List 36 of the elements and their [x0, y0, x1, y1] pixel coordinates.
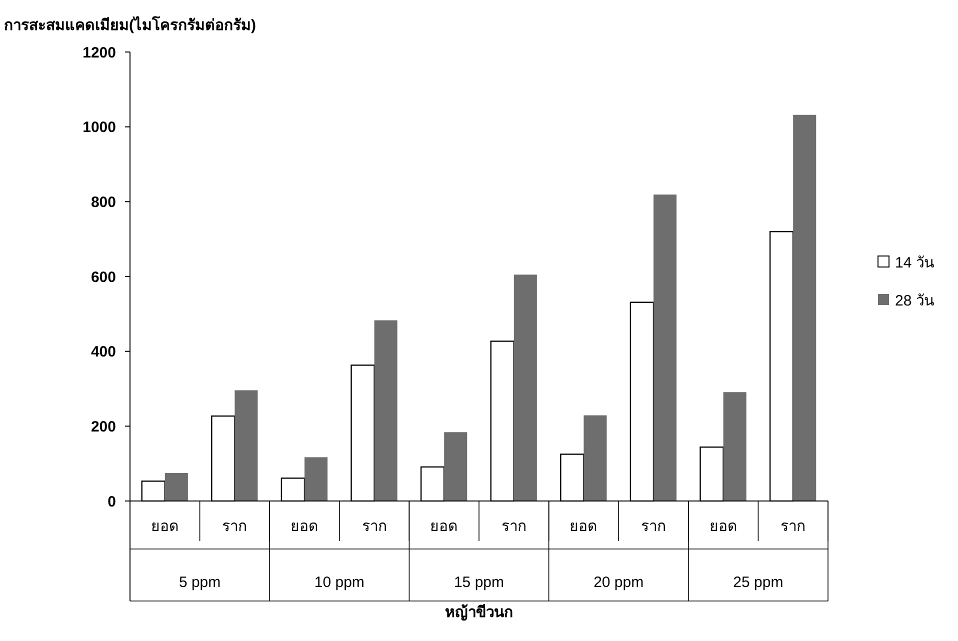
- x-tick-label: ยอด: [290, 518, 318, 535]
- x-tick-label: ราก: [362, 518, 387, 535]
- bar: [723, 392, 746, 501]
- text: 5 ppm: [178, 574, 221, 591]
- x-tick-label: ราก: [501, 518, 526, 535]
- bar: [234, 390, 258, 501]
- y-tick-label: 400: [90, 344, 116, 361]
- y-tick-label: 600: [90, 268, 116, 286]
- x-axis-title: หญ้าขีวนก: [445, 604, 513, 621]
- bar: [584, 415, 607, 501]
- text: 25 ppm: [733, 574, 784, 591]
- bar: [304, 457, 328, 501]
- bar: [444, 432, 468, 501]
- legend-label: 28 วัน: [895, 292, 934, 310]
- bar: [374, 320, 398, 501]
- y-axis-title: การสะสมแคดเมียม(ไมโครกรัมต่อกรัม): [4, 15, 256, 34]
- bar: [514, 274, 537, 501]
- y-tick-label: 1200: [82, 44, 116, 62]
- y-tick-label: 0: [108, 493, 116, 510]
- bar: [164, 472, 188, 501]
- text: 15 ppm: [454, 574, 504, 591]
- x-tick-label: ยอด: [570, 518, 598, 535]
- y-tick-label: 1000: [82, 119, 116, 136]
- text: 20 ppm: [594, 574, 644, 591]
- x-tick-label: ยอด: [709, 518, 738, 535]
- x-tick-label: ยอด: [150, 518, 179, 535]
- x-tick-label: ราก: [222, 518, 248, 535]
- bar: [793, 114, 816, 501]
- bar: [654, 194, 677, 501]
- y-tick-label: 800: [90, 194, 116, 211]
- x-tick-label: ราก: [780, 518, 806, 535]
- x-tick-label: ราก: [641, 518, 666, 535]
- y-tick-label: 200: [90, 418, 116, 436]
- legend-label: 14 วัน: [895, 254, 934, 272]
- text: 10 ppm: [314, 574, 364, 591]
- x-tick-label: ยอด: [430, 518, 458, 535]
